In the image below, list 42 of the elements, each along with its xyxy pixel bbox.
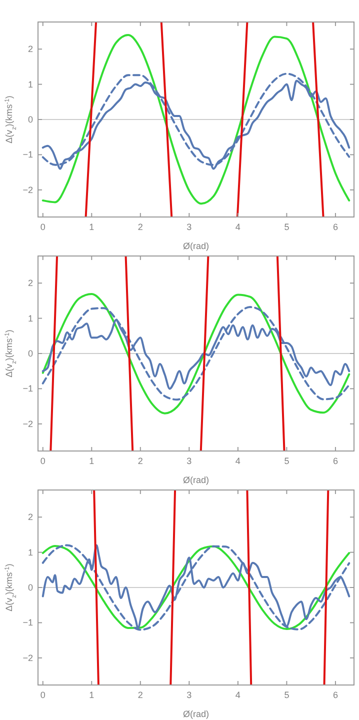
y-tick-label: −1 [22, 150, 33, 160]
x-tick-label: 2 [138, 456, 143, 466]
y-tick-label: −2 [22, 418, 33, 429]
x-tick-label: 4 [235, 222, 240, 232]
y-tick-label: 1 [28, 547, 33, 558]
x-tick-label: 1 [89, 690, 94, 700]
line-series [42, 293, 350, 414]
y-tick-label: 2 [28, 512, 33, 522]
line-series [42, 34, 350, 205]
x-axis-title: Ø(rad) [182, 241, 210, 251]
x-tick-label: 3 [186, 456, 192, 466]
x-tick-label: 2 [138, 222, 143, 232]
x-tick-label: 4 [235, 456, 240, 466]
x-tick-label: 6 [332, 690, 338, 700]
y-tick-label: 0 [28, 582, 33, 592]
y-tick-label: −1 [22, 618, 33, 628]
x-tick-label: 5 [284, 456, 290, 466]
x-tick-label: 0 [40, 690, 46, 700]
x-tick-label: 2 [138, 690, 143, 700]
x-tick-label: 1 [89, 456, 94, 466]
x-tick-label: 0 [40, 222, 46, 232]
x-tick-label: 3 [186, 222, 192, 232]
y-tick-label: −2 [22, 652, 33, 663]
x-tick-label: 6 [332, 456, 338, 466]
x-tick-label: 5 [284, 690, 290, 700]
y-tick-label: 1 [28, 313, 33, 324]
line-series [42, 306, 350, 401]
x-axis-title: Ø(rad) [182, 475, 210, 485]
y-tick-label: −1 [22, 384, 33, 394]
x-tick-label: 0 [40, 456, 46, 466]
y-tick-label: 2 [28, 278, 33, 288]
y-tick-label: 2 [28, 44, 33, 54]
y-tick-label: 1 [28, 79, 33, 90]
y-tick-label: −2 [22, 184, 33, 195]
x-tick-label: 5 [284, 222, 290, 232]
y-tick-label: 0 [28, 114, 33, 124]
x-tick-label: 3 [186, 690, 192, 700]
x-tick-label: 1 [89, 222, 94, 232]
x-tick-label: 6 [332, 222, 338, 232]
x-tick-label: 4 [235, 690, 240, 700]
x-axis-title: Ø(rad) [182, 709, 210, 719]
y-tick-label: 0 [28, 348, 33, 358]
